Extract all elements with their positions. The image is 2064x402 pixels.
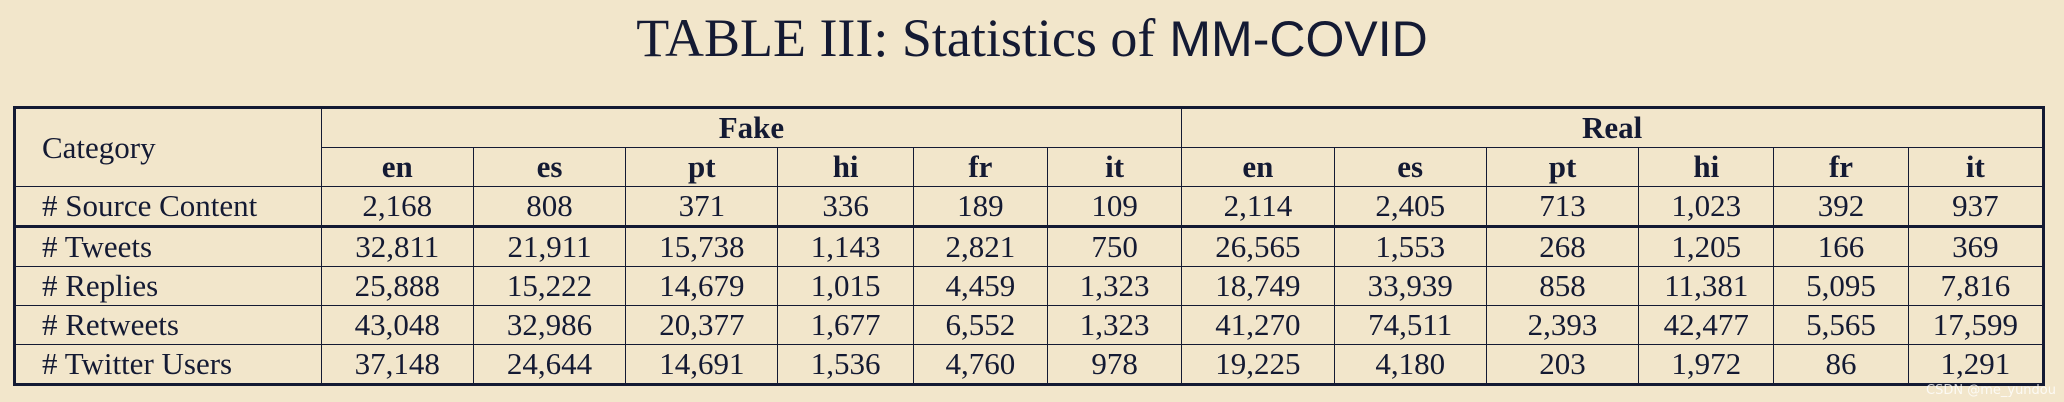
cell: 21,911	[472, 226, 627, 267]
cell: 18,749	[1181, 266, 1335, 306]
cell: 14,679	[625, 266, 779, 306]
cell: 32,986	[472, 305, 627, 345]
cell: 2,821	[912, 226, 1049, 267]
cell: 41,270	[1181, 305, 1335, 345]
cell: 371	[625, 186, 779, 228]
language-header: it	[1046, 147, 1183, 187]
cell: 20,377	[625, 305, 779, 345]
cell: 1,323	[1046, 305, 1183, 345]
title: TABLE III: Statistics of MM-COVID	[0, 6, 2064, 71]
language-header: it	[1907, 147, 2045, 187]
cell: 1,972	[1638, 344, 1775, 385]
language-header: es	[472, 147, 627, 187]
title-prefix: TABLE III: Statistics of	[636, 8, 1156, 68]
cell: 37,148	[320, 344, 474, 385]
cell: 17,599	[1907, 305, 2045, 345]
data-row: # Replies 25,888 15,222 14,679 1,015 4,459 1,3…	[14, 266, 2045, 306]
cell: 11,381	[1638, 266, 1775, 306]
cell: 4,760	[912, 344, 1049, 385]
cell: 1,553	[1333, 226, 1487, 267]
cell: 86	[1773, 344, 1909, 385]
language-header: en	[320, 147, 474, 187]
cell: 14,691	[625, 344, 779, 385]
data-row: # Twitter Users 37,148 24,644 14,691 1,536 4,…	[14, 344, 2045, 385]
cell: 74,511	[1333, 305, 1487, 345]
cell: 808	[472, 186, 627, 228]
cell: 2,114	[1181, 186, 1335, 228]
corner-cell: Category	[14, 107, 322, 187]
cell: 19,225	[1181, 344, 1335, 385]
cell: 713	[1485, 186, 1640, 228]
statistics-table: Category Fake Real en es pt hi fr it en es pt hi fr it…	[13, 106, 2045, 386]
cell: 7,816	[1907, 266, 2045, 306]
cell: 25,888	[320, 266, 474, 306]
cell: 1,143	[777, 226, 914, 267]
header-row: Category Fake Real	[14, 107, 2044, 187]
language-header: fr	[912, 147, 1049, 187]
cell: 750	[1046, 226, 1183, 267]
language-header: es	[1333, 147, 1487, 187]
cell: 4,180	[1333, 344, 1487, 385]
cell: 203	[1485, 344, 1640, 385]
row-label: # Tweets	[14, 226, 322, 267]
row-label: # Retweets	[14, 305, 322, 345]
cell: 166	[1773, 226, 1909, 267]
language-header: pt	[625, 147, 779, 187]
cell: 1,677	[777, 305, 914, 345]
data-row: # Source Content 2,168 808 371 336 189 109 2,11…	[14, 186, 2045, 228]
cell: 4,459	[912, 266, 1049, 306]
group-header: Real	[1181, 107, 2044, 148]
cell: 1,536	[777, 344, 914, 385]
cell: 26,565	[1181, 226, 1335, 267]
cell: 32,811	[320, 226, 474, 267]
cell: 2,168	[320, 186, 474, 228]
cell: 1,291	[1907, 344, 2045, 385]
language-header: en	[1181, 147, 1335, 187]
cell: 1,205	[1638, 226, 1775, 267]
cell: 43,048	[320, 305, 474, 345]
cell: 858	[1485, 266, 1640, 306]
cell: 15,222	[472, 266, 627, 306]
cell: 336	[777, 186, 914, 228]
row-label: # Replies	[14, 266, 322, 306]
cell: 268	[1485, 226, 1640, 267]
title-name: MM-COVID	[1169, 11, 1428, 67]
cell: 6,552	[912, 305, 1049, 345]
cell: 189	[912, 186, 1049, 228]
language-header: pt	[1485, 147, 1640, 187]
cell: 15,738	[625, 226, 779, 267]
cell: 33,939	[1333, 266, 1487, 306]
cell: 978	[1046, 344, 1183, 385]
cell: 392	[1773, 186, 1909, 228]
cell: 1,015	[777, 266, 914, 306]
cell: 5,565	[1773, 305, 1909, 345]
language-header: hi	[777, 147, 914, 187]
group-header: Fake	[320, 107, 1183, 148]
cell: 5,095	[1773, 266, 1909, 306]
cell: 369	[1907, 226, 2045, 267]
cell: 2,405	[1333, 186, 1487, 228]
cell: 2,393	[1485, 305, 1640, 345]
cell: 24,644	[472, 344, 627, 385]
cell: 1,023	[1638, 186, 1775, 228]
data-row: # Tweets 32,811 21,911 15,738 1,143 2,821 750 2…	[14, 226, 2045, 267]
cell: 109	[1046, 186, 1183, 228]
cell: 937	[1907, 186, 2045, 228]
cell: 42,477	[1638, 305, 1775, 345]
row-label: # Source Content	[14, 186, 322, 228]
row-label: # Twitter Users	[14, 344, 322, 385]
language-header: fr	[1773, 147, 1909, 187]
language-header: hi	[1638, 147, 1775, 187]
watermark: CSDN @me_yundou	[1926, 383, 2056, 398]
data-row: # Retweets 43,048 32,986 20,377 1,677 6,552 1,…	[14, 305, 2045, 345]
cell: 1,323	[1046, 266, 1183, 306]
